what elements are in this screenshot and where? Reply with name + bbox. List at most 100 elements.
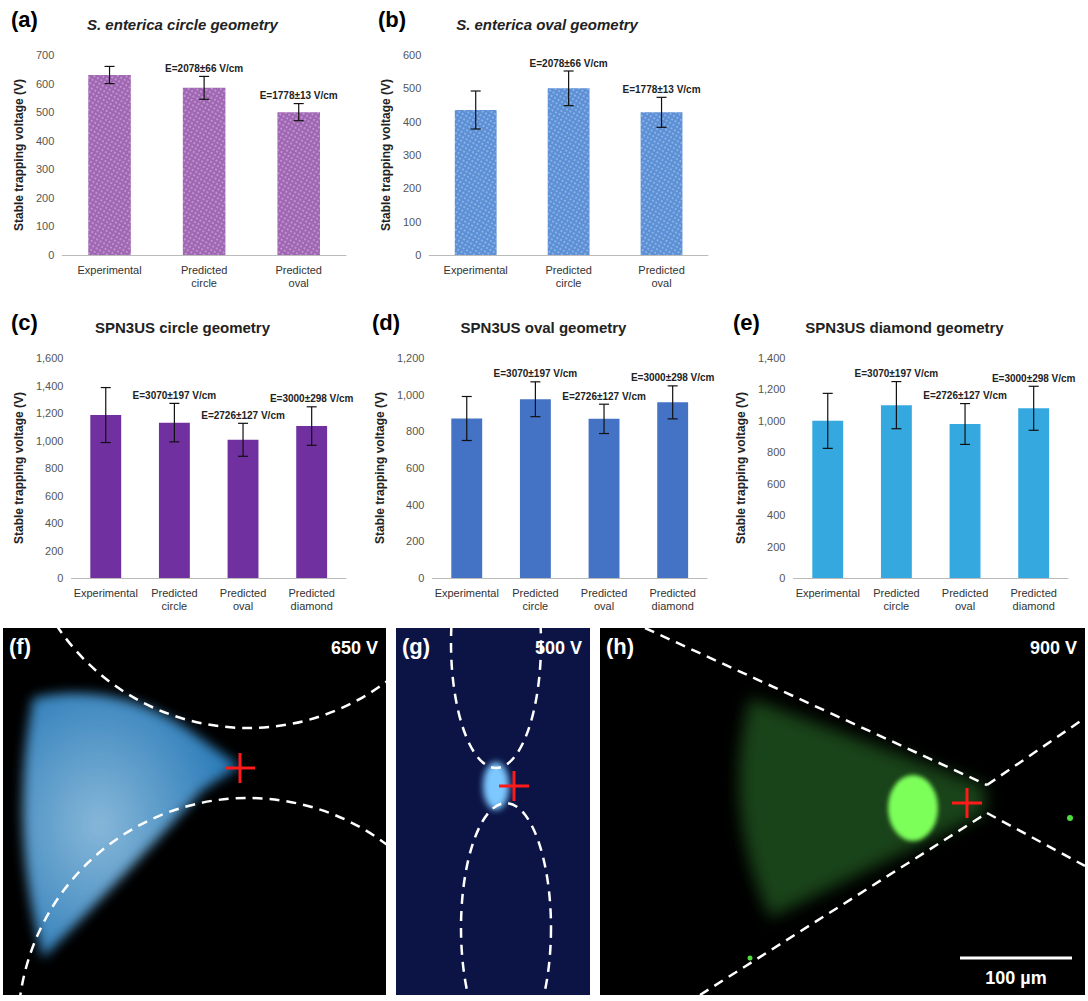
svg-text:0: 0 [779, 572, 785, 584]
svg-text:900 V: 900 V [1030, 638, 1077, 658]
svg-text:400: 400 [403, 116, 421, 128]
svg-text:400: 400 [767, 509, 785, 521]
svg-text:Predicted: Predicted [512, 587, 558, 599]
svg-text:600: 600 [403, 49, 421, 61]
svg-text:700: 700 [36, 49, 54, 61]
svg-text:oval: oval [955, 600, 975, 612]
svg-text:800: 800 [45, 462, 63, 474]
svg-text:300: 300 [403, 149, 421, 161]
svg-text:Experimental: Experimental [435, 587, 499, 599]
svg-text:Experimental: Experimental [74, 587, 138, 599]
svg-text:Predicted: Predicted [581, 587, 627, 599]
svg-text:100 µm: 100 µm [985, 968, 1046, 988]
svg-text:E=1778±13 V/cm: E=1778±13 V/cm [260, 90, 338, 101]
svg-text:800: 800 [406, 425, 424, 437]
svg-text:circle: circle [162, 600, 188, 612]
svg-text:E=3000±298 V/cm: E=3000±298 V/cm [270, 393, 354, 404]
svg-text:Experimental: Experimental [444, 264, 508, 276]
svg-text:400: 400 [45, 517, 63, 529]
svg-text:Stable trapping voltage (V): Stable trapping voltage (V) [734, 392, 748, 544]
svg-text:Predicted: Predicted [151, 587, 197, 599]
svg-text:Predicted: Predicted [181, 264, 227, 276]
svg-text:diamond: diamond [652, 600, 694, 612]
svg-text:oval: oval [289, 277, 309, 289]
svg-text:E=2726±127 V/cm: E=2726±127 V/cm [201, 410, 285, 421]
svg-text:(f): (f) [9, 634, 31, 659]
svg-text:Predicted: Predicted [649, 587, 695, 599]
svg-text:E=3000±298 V/cm: E=3000±298 V/cm [992, 373, 1076, 384]
svg-text:Predicted: Predicted [288, 587, 334, 599]
svg-text:circle: circle [884, 600, 910, 612]
svg-text:600: 600 [45, 490, 63, 502]
svg-text:Stable trapping voltage (V): Stable trapping voltage (V) [12, 79, 26, 231]
svg-text:500: 500 [403, 82, 421, 94]
svg-text:(h): (h) [606, 634, 634, 659]
svg-text:1,400: 1,400 [36, 380, 64, 392]
svg-text:diamond: diamond [291, 600, 333, 612]
svg-text:Predicted: Predicted [638, 264, 684, 276]
svg-text:1,000: 1,000 [397, 389, 425, 401]
svg-text:E=2726±127 V/cm: E=2726±127 V/cm [923, 390, 1007, 401]
svg-text:oval: oval [233, 600, 253, 612]
svg-text:650 V: 650 V [331, 638, 378, 658]
svg-text:E=2078±66 V/cm: E=2078±66 V/cm [165, 63, 243, 74]
svg-text:SPN3US circle geometry: SPN3US circle geometry [95, 319, 271, 336]
svg-text:(g): (g) [402, 634, 430, 659]
svg-text:E=3070±197 V/cm: E=3070±197 V/cm [494, 368, 578, 379]
svg-text:0: 0 [418, 572, 424, 584]
svg-text:Predicted: Predicted [873, 587, 919, 599]
svg-text:Stable trapping voltage (V): Stable trapping voltage (V) [12, 392, 26, 544]
svg-text:SPN3US diamond geometry: SPN3US diamond geometry [805, 319, 1004, 336]
svg-text:1,200: 1,200 [36, 407, 64, 419]
svg-text:200: 200 [767, 541, 785, 553]
svg-text:Predicted: Predicted [275, 264, 321, 276]
svg-text:E=3070±197 V/cm: E=3070±197 V/cm [133, 390, 217, 401]
svg-text:E=2078±66 V/cm: E=2078±66 V/cm [530, 58, 608, 69]
svg-text:1,200: 1,200 [758, 383, 786, 395]
svg-text:1,400: 1,400 [758, 352, 786, 364]
svg-text:1,600: 1,600 [36, 352, 64, 364]
svg-text:1,000: 1,000 [758, 415, 786, 427]
svg-text:400: 400 [36, 135, 54, 147]
svg-text:Predicted: Predicted [1010, 587, 1056, 599]
svg-text:E=2726±127 V/cm: E=2726±127 V/cm [562, 391, 646, 402]
svg-text:E=3000±298 V/cm: E=3000±298 V/cm [631, 372, 715, 383]
svg-text:oval: oval [594, 600, 614, 612]
svg-text:100: 100 [403, 216, 421, 228]
svg-text:S. enterica circle geometry: S. enterica circle geometry [87, 16, 279, 33]
svg-text:200: 200 [406, 535, 424, 547]
svg-text:circle: circle [556, 277, 582, 289]
svg-text:100: 100 [36, 220, 54, 232]
svg-text:Predicted: Predicted [220, 587, 266, 599]
svg-text:200: 200 [36, 192, 54, 204]
svg-text:600: 600 [406, 462, 424, 474]
svg-text:diamond: diamond [1013, 600, 1055, 612]
svg-text:600: 600 [36, 78, 54, 90]
svg-text:Experimental: Experimental [77, 264, 141, 276]
svg-text:400: 400 [406, 499, 424, 511]
svg-text:circle: circle [191, 277, 217, 289]
svg-text:0: 0 [415, 249, 421, 261]
svg-text:oval: oval [651, 277, 671, 289]
svg-text:Predicted: Predicted [545, 264, 591, 276]
svg-text:800: 800 [767, 446, 785, 458]
svg-text:0: 0 [48, 249, 54, 261]
svg-text:Stable trapping voltage (V): Stable trapping voltage (V) [379, 79, 393, 231]
svg-text:500 V: 500 V [535, 638, 582, 658]
svg-text:0: 0 [57, 572, 63, 584]
svg-text:200: 200 [45, 545, 63, 557]
svg-text:S. enterica oval geometry: S. enterica oval geometry [456, 16, 638, 33]
svg-text:600: 600 [767, 478, 785, 490]
svg-text:Experimental: Experimental [796, 587, 860, 599]
svg-text:Predicted: Predicted [942, 587, 988, 599]
svg-text:1,000: 1,000 [36, 435, 64, 447]
svg-text:500: 500 [36, 106, 54, 118]
svg-text:E=3070±197 V/cm: E=3070±197 V/cm [855, 368, 939, 379]
svg-text:SPN3US oval geometry: SPN3US oval geometry [461, 319, 628, 336]
svg-text:circle: circle [523, 600, 549, 612]
svg-text:200: 200 [403, 182, 421, 194]
svg-text:1,200: 1,200 [397, 352, 425, 364]
svg-text:Stable trapping voltage (V): Stable trapping voltage (V) [373, 392, 387, 544]
svg-text:E=1778±13 V/cm: E=1778±13 V/cm [623, 84, 701, 95]
svg-text:300: 300 [36, 163, 54, 175]
